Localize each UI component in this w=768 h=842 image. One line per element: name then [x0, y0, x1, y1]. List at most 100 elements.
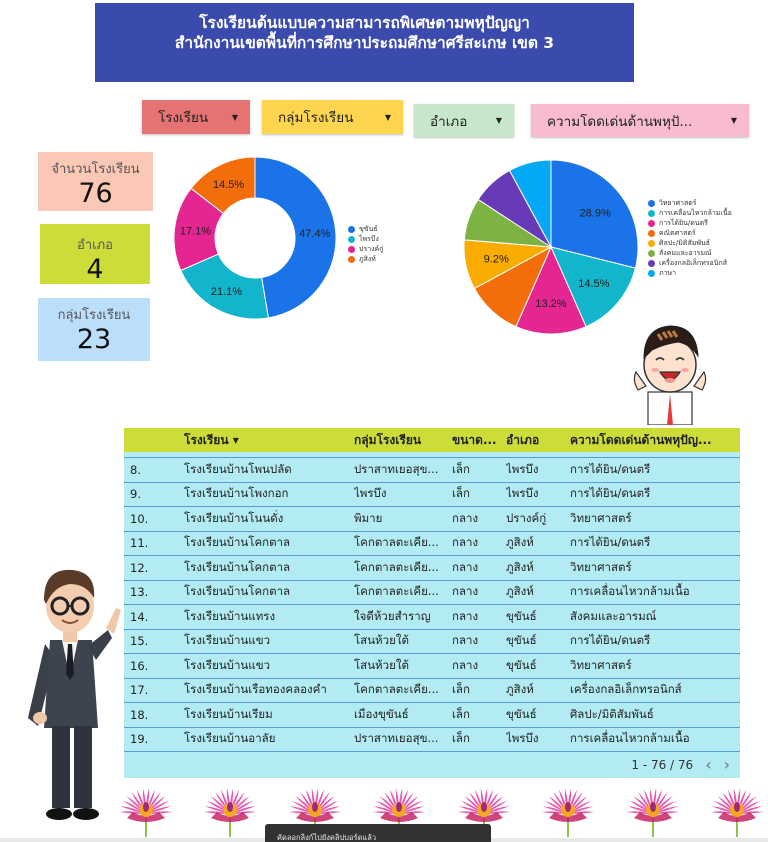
cell-school-name: โรงเรียนบ้านโพนปลัด [184, 461, 292, 476]
legend-item[interactable]: เครื่องกลอิเล็กทรอนิกส์ [648, 258, 732, 268]
lotus-flower-icon [204, 788, 257, 837]
cell-row-index: 18. [130, 707, 149, 722]
cell-excellence: ศิลปะ/มิติสัมพันธ์ [570, 706, 654, 721]
scorecard-label: จำนวนโรงเรียน [51, 162, 140, 177]
table-row[interactable]: 16. โรงเรียนบ้านแขว โสนห้วยใต้ กลาง ขุขันธ์ ว… [124, 654, 740, 679]
cell-district: ขุขันธ์ [506, 657, 537, 672]
scorecard-value: 76 [78, 178, 113, 209]
legend-item[interactable]: ภูสิงห์ [348, 254, 383, 264]
cell-excellence: การได้ยิน/ดนตรี [570, 461, 651, 476]
title-banner: โรงเรียนต้นแบบความสามารถพิเศษตามพหุปัญญา… [95, 3, 634, 82]
lotus-flower-icon [710, 788, 763, 837]
legend-item[interactable]: ไพรบึง [348, 234, 383, 244]
slice-label: 13.2% [535, 298, 566, 310]
slice-2[interactable] [515, 245, 587, 335]
filter-school-dropdown[interactable]: โรงเรียน ▼ [142, 100, 250, 134]
cell-excellence: การเคลื่อนไหวกล้ามเนื้อ [570, 584, 690, 599]
cell-school-size: กลาง [452, 608, 479, 623]
cell-school-name: โรงเรียนบ้านแขว [184, 657, 271, 672]
legend-item[interactable]: การได้ยิน/ดนตรี [648, 218, 732, 228]
filter-district-dropdown[interactable]: อำเภอ ▼ [414, 104, 514, 137]
donut-chart-svg[interactable]: 47.4% 21.1% 17.1% 14.5% [160, 150, 400, 330]
table-row[interactable]: 11. โรงเรียนบ้านโคกตาล โคกตาลตะเคีย... กลาง… [124, 532, 740, 556]
cell-excellence: วิทยาศาสตร์ [570, 510, 632, 525]
cell-school-group: โสนห้วยใต้ [354, 633, 409, 648]
slice-label: 47.4% [299, 228, 330, 240]
pie-chart-excellence[interactable]: 28.9% 14.5% 13.2% 9.2% วิทยาศาสตร์ การเคลื่อ… [455, 150, 755, 345]
legend-item[interactable]: ขุขันธ์ [348, 224, 383, 234]
cell-school-size: เล็ก [452, 706, 470, 721]
legend-label: การได้ยิน/ดนตรี [659, 218, 708, 227]
slice-0[interactable] [254, 156, 337, 319]
lotus-flower-icon [542, 788, 595, 837]
cell-row-index: 13. [130, 585, 149, 600]
legend-dot-icon [648, 259, 655, 267]
cell-row-index: 19. [130, 732, 149, 747]
column-header-school[interactable]: โรงเรียน ▾ [184, 432, 239, 447]
cell-district: ปรางค์กู่ [506, 510, 547, 525]
cell-school-name: โรงเรียนบ้านเรือทองคลองคำ [184, 682, 327, 697]
legend-dot-icon [348, 245, 355, 253]
cell-district: ภูสิงห์ [506, 559, 534, 574]
legend-label: การเคลื่อนไหวกล้ามเนื้อ [659, 208, 732, 217]
legend-label: วิทยาศาสตร์ [659, 198, 697, 207]
prev-page-button[interactable]: ‹ [705, 755, 712, 774]
table-row[interactable]: 9. โรงเรียนบ้านโพงกอก ไพรบึง เล็ก ไพรบึง การไ… [124, 483, 740, 507]
donut-chart-district[interactable]: 47.4% 21.1% 17.1% 14.5% ขุขันธ์ ไพรบึง ปรางค์… [160, 150, 400, 330]
table-row[interactable]: 17. โรงเรียนบ้านเรือทองคลองคำ โคกตาลตะเคีย… [124, 679, 740, 703]
slice-3[interactable] [190, 156, 256, 215]
legend-dot-icon [348, 255, 355, 263]
legend-item[interactable]: ศิลปะ/มิติสัมพันธ์ [648, 238, 732, 248]
filter-excellence-label: ความโดดเด่นด้านพหุปั... [547, 113, 693, 130]
legend-dot-icon [648, 229, 655, 237]
column-header-school-group[interactable]: กลุ่มโรงเรียน [354, 432, 422, 447]
lotus-flower-icon [120, 788, 172, 837]
table-row[interactable]: 10. โรงเรียนบ้านโนนดั่ง พิมาย กลาง ปรางค์กู่… [124, 507, 740, 532]
scorecard-value: 23 [76, 324, 112, 355]
column-header-excellence[interactable]: ความโดดเด่นด้านพหุปัญ... [570, 432, 712, 447]
table-row[interactable]: 19. โรงเรียนบ้านอาลัย ปราสาทเยอสุข... เล็ก ไ… [124, 728, 740, 752]
title-line-1: โรงเรียนต้นแบบความสามารถพิเศษตามพหุปัญญา [199, 14, 530, 32]
column-header-district[interactable]: อำเภอ [506, 432, 540, 447]
filter-school-group-dropdown[interactable]: กลุ่มโรงเรียน ▼ [262, 100, 403, 134]
lotus-flower-icon [373, 788, 426, 837]
legend-item[interactable]: การเคลื่อนไหวกล้ามเนื้อ [648, 208, 732, 218]
table-row[interactable]: 15. โรงเรียนบ้านแขว โสนห้วยใต้ กลาง ขุขันธ์ ก… [124, 630, 740, 654]
legend-item[interactable]: สังคมและอารมณ์ [648, 248, 732, 258]
filter-excellence-dropdown[interactable]: ความโดดเด่นด้านพหุปั... ▼ [531, 104, 749, 137]
table-row[interactable]: 13. โรงเรียนบ้านโคกตาล โคกตาลตะเคีย... กลาง… [124, 581, 740, 605]
legend-item[interactable]: คณิตศาสตร์ [648, 228, 732, 238]
table-row[interactable]: 14. โรงเรียนบ้านแทรง ใจดีห้วยสำราญ กลาง ขุขั… [124, 605, 740, 630]
legend-label: ไพรบึง [359, 234, 379, 243]
pie-chart-svg[interactable]: 28.9% 14.5% 13.2% 9.2% [455, 150, 645, 345]
cell-school-name: โรงเรียนบ้านโคกตาล [184, 559, 291, 574]
table-row[interactable]: 12. โรงเรียนบ้านโคกตาล โคกตาลตะเคีย... กลาง… [124, 556, 740, 581]
table-row[interactable]: 8. โรงเรียนบ้านโพนปลัด ปราสาทเยอสุข... เล็ก… [124, 458, 740, 483]
caret-down-icon: ▼ [231, 112, 238, 122]
pie-legend: วิทยาศาสตร์ การเคลื่อนไหวกล้ามเนื้อ การได้… [648, 198, 732, 278]
cell-school-name: โรงเรียนบ้านโนนดั่ง [184, 510, 284, 525]
legend-item[interactable]: วิทยาศาสตร์ [648, 198, 732, 208]
cell-school-group: ปราสาทเยอสุข... [354, 461, 439, 476]
lotus-flower-icon [626, 788, 679, 837]
title-line-2: สำนักงานเขตพื้นที่การศึกษาประถมศึกษาศรีส… [174, 34, 555, 52]
cell-school-name: โรงเรียนบ้านเรียม [184, 706, 273, 721]
schools-table: โรงเรียน ▾ กลุ่มโรงเรียน ขนาด... อำเภอ ค… [124, 428, 740, 778]
table-row[interactable]: 18. โรงเรียนบ้านเรียม เมืองขุขันธ์ เล็ก ขุขั… [124, 703, 740, 728]
lotus-flower-row [115, 782, 768, 837]
scorecard-value: 4 [86, 254, 104, 285]
legend-label: คณิตศาสตร์ [659, 228, 696, 237]
column-header-size[interactable]: ขนาด... [452, 432, 497, 447]
cell-excellence: วิทยาศาสตร์ [570, 657, 632, 672]
slice-0[interactable] [550, 159, 639, 269]
next-page-button[interactable]: › [723, 755, 730, 774]
cell-school-size: เล็ก [452, 731, 470, 746]
cell-district: ขุขันธ์ [506, 706, 537, 721]
slice-label: 17.1% [180, 226, 211, 238]
slice-1[interactable] [550, 246, 637, 328]
cell-school-name: โรงเรียนบ้านโคกตาล [184, 584, 291, 599]
cell-school-name: โรงเรียนบ้านโพงกอก [184, 486, 289, 501]
legend-item[interactable]: ภาษา [648, 268, 732, 278]
legend-item[interactable]: ปรางค์กู่ [348, 244, 383, 254]
slice-7[interactable] [508, 159, 552, 248]
